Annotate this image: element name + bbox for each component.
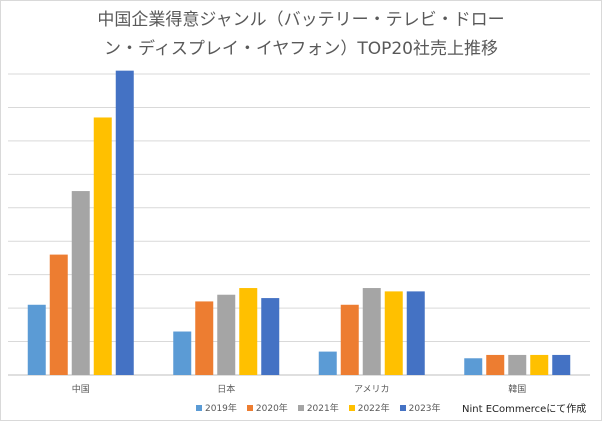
- legend-label: 2019年: [205, 404, 237, 414]
- bar: [530, 354, 549, 375]
- legend-swatch: [196, 404, 202, 411]
- bar: [384, 291, 403, 375]
- legend-label: 2021年: [306, 404, 339, 414]
- x-tick-label: 日本: [217, 383, 235, 395]
- legend-item: 2023年: [399, 401, 441, 414]
- legend-label: 2020年: [255, 404, 288, 414]
- legend-item: 2022年: [348, 401, 390, 414]
- bar: [71, 191, 90, 375]
- chart-title: 中国企業得意ジャンル（バッテリー・テレビ・ドロー ン・ディスプレイ・イヤフォン）…: [0, 6, 602, 64]
- bar: [486, 354, 505, 375]
- bar: [173, 331, 192, 375]
- legend-swatch: [399, 404, 406, 411]
- bar: [49, 254, 68, 375]
- x-tick-label: アメリカ: [354, 384, 390, 395]
- bar: [362, 288, 381, 375]
- bar: [406, 291, 425, 375]
- legend-swatch: [297, 404, 304, 411]
- legend-label: 2023年: [408, 404, 441, 414]
- legend-item: 2019年: [196, 401, 237, 414]
- bar: [340, 304, 359, 375]
- chart-title-line-1: 中国企業得意ジャンル（バッテリー・テレビ・ドロー: [97, 10, 505, 30]
- legend-item: 2020年: [246, 401, 288, 414]
- chart-title-line-2: ン・ディスプレイ・イヤフォン）TOP20社売上推移: [104, 39, 498, 59]
- x-tick-label: 韓国: [508, 384, 526, 395]
- bar: [27, 304, 46, 375]
- bar: [508, 354, 527, 375]
- chart-legend: 2019年 2020年 2021年 2022年 2023年: [196, 401, 441, 414]
- bar: [318, 351, 337, 375]
- bar: [464, 358, 483, 375]
- bar: [552, 354, 571, 375]
- bar: [115, 70, 134, 376]
- bar: [217, 294, 236, 375]
- legend-label: 2022年: [357, 404, 390, 414]
- legend-swatch: [348, 404, 355, 411]
- bar: [239, 288, 258, 375]
- legend-item: 2021年: [297, 401, 339, 414]
- bar: [93, 117, 112, 375]
- legend-swatch: [246, 404, 253, 411]
- credit-text: Nint ECommerceにて作成: [462, 404, 587, 415]
- x-tick-label: 中国: [72, 383, 90, 395]
- bar: [261, 298, 280, 375]
- bar: [195, 301, 214, 375]
